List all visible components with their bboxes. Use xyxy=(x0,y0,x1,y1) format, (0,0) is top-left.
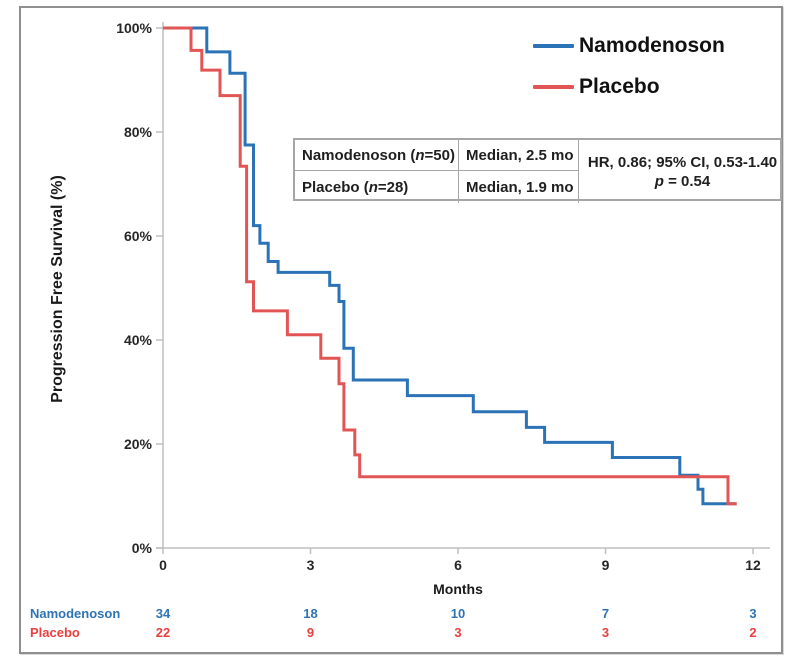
risk-count: 3 xyxy=(454,625,462,640)
risk-count: 22 xyxy=(155,625,171,640)
y-tick-label: 20% xyxy=(123,436,152,452)
km-curve-namodenoson xyxy=(163,26,737,506)
risk-count: 9 xyxy=(306,625,315,640)
figure-border xyxy=(19,6,783,654)
risk-count: 10 xyxy=(450,606,466,621)
risk-row-label-placebo: Placebo xyxy=(30,625,80,640)
risk-row-label-namodenoson: Namodenoson xyxy=(30,606,121,621)
p-value-text: p = 0.54 xyxy=(654,172,711,190)
risk-count: 3 xyxy=(749,606,757,621)
x-tick-label: 0 xyxy=(159,557,167,573)
info-stats: HR, 0.86; 95% CI, 0.53-1.40 p = 0.54 xyxy=(579,140,780,203)
legend-item-placebo: Placebo xyxy=(533,76,660,98)
info-group-namodenoson: Namodenoson (n=50) xyxy=(295,140,459,171)
y-tick-label: 80% xyxy=(123,124,152,140)
risk-count: 34 xyxy=(155,606,171,621)
x-tick-label: 9 xyxy=(601,557,610,573)
info-median-namodenoson: Median, 2.5 mo xyxy=(459,140,579,171)
info-box: Namodenoson (n=50) Median, 2.5 mo HR, 0.… xyxy=(293,138,782,203)
info-group-placebo: Placebo (n=28) xyxy=(295,171,459,203)
x-axis-title: Months xyxy=(433,581,483,597)
risk-count: 18 xyxy=(303,606,318,621)
namodenoson-line-swatch xyxy=(533,44,574,48)
y-tick-label: 100% xyxy=(116,20,152,36)
y-axis-title: Progression Free Survival (%) xyxy=(49,175,66,403)
legend-label: Placebo xyxy=(579,75,660,98)
info-median-placebo: Median, 1.9 mo xyxy=(459,171,579,203)
y-tick-label: 0% xyxy=(131,540,152,556)
km-curve-placebo xyxy=(163,26,737,506)
risk-count: 3 xyxy=(601,625,610,640)
x-tick-label: 3 xyxy=(306,557,315,573)
placebo-line-swatch xyxy=(533,85,574,89)
y-tick-label: 40% xyxy=(123,332,152,348)
y-tick-label: 60% xyxy=(123,228,152,244)
x-tick-label: 6 xyxy=(454,557,462,573)
risk-count: 2 xyxy=(749,625,757,640)
x-tick-label: 12 xyxy=(745,557,761,573)
legend-item-namodenoson: Namodenoson xyxy=(533,35,725,57)
hr-ci-text: HR, 0.86; 95% CI, 0.53-1.40 xyxy=(587,153,778,171)
legend-label: Namodenoson xyxy=(579,34,725,57)
risk-count: 7 xyxy=(601,606,610,621)
